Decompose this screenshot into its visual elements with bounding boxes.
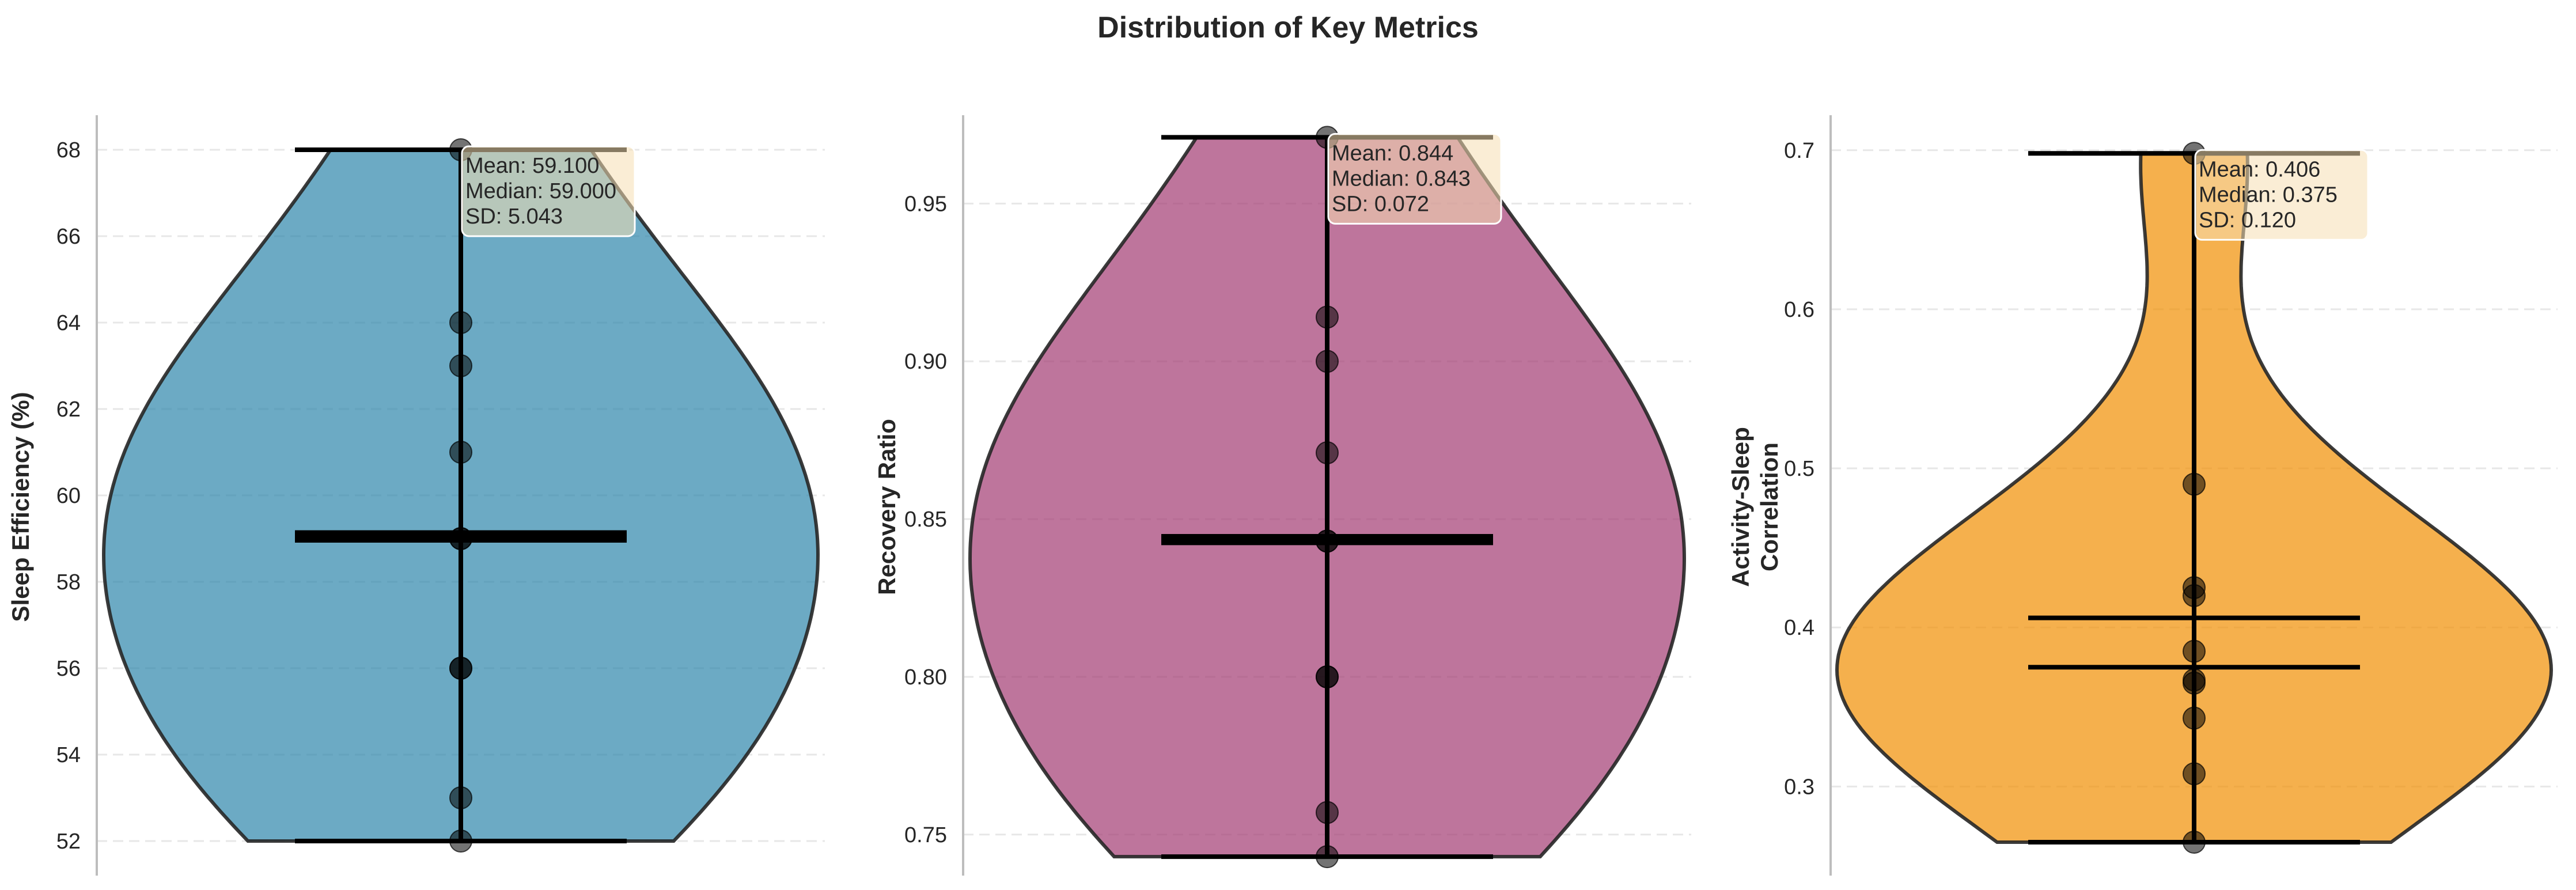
- stats-line: SD: 5.043: [465, 204, 563, 229]
- data-point: [449, 441, 472, 464]
- stats-line: Mean: 0.844: [1332, 141, 1453, 165]
- y-tick-label: 52: [56, 830, 81, 854]
- y-tick-label: 62: [56, 397, 81, 422]
- y-tick-label: 0.5: [1784, 457, 1814, 481]
- data-point: [2183, 472, 2206, 496]
- data-point: [1316, 305, 1339, 329]
- y-tick-label: 0.7: [1784, 139, 1814, 163]
- stats-box: [461, 145, 636, 237]
- y-tick-label: 58: [56, 570, 81, 594]
- y-tick-label: 0.6: [1784, 298, 1814, 322]
- y-tick-label: 64: [56, 311, 81, 335]
- data-point: [2183, 639, 2206, 663]
- panel-2: 0.75 0.80 0.85 0.90 0.95 Recovery Ratio Mean: …: [873, 115, 1691, 876]
- stats-box: [2194, 149, 2369, 241]
- y-axis-label-line: Sleep Efficiency (%): [7, 392, 34, 622]
- y-tick-label: 0.90: [904, 350, 947, 374]
- y-axis-label-line: Recovery Ratio: [873, 419, 900, 595]
- stats-line: Mean: 59.100: [465, 154, 599, 178]
- stats-line: SD: 0.072: [1332, 192, 1429, 216]
- y-tick-label: 0.80: [904, 665, 947, 690]
- y-tick-label: 0.3: [1784, 775, 1814, 799]
- y-tick-label: 60: [56, 484, 81, 508]
- stats-line: SD: 0.120: [2199, 208, 2296, 232]
- data-point: [449, 311, 472, 334]
- data-point: [449, 657, 472, 680]
- stats-line: Median: 59.000: [465, 179, 616, 203]
- data-point: [1316, 845, 1339, 869]
- y-tick-label: 56: [56, 657, 81, 681]
- stats-line: Median: 0.375: [2199, 183, 2338, 207]
- y-tick-label: 0.4: [1784, 616, 1814, 640]
- y-tick-label: 66: [56, 225, 81, 249]
- stats-line: Median: 0.843: [1332, 166, 1471, 191]
- y-axis-label-line: Correlation: [1756, 442, 1783, 571]
- y-axis-label: Sleep Efficiency (%): [7, 392, 34, 622]
- chart-title: Distribution of Key Metrics: [1097, 11, 1479, 44]
- data-point: [449, 830, 472, 853]
- data-point: [1316, 665, 1339, 688]
- y-axis-label: Activity-SleepCorrelation: [1727, 427, 1783, 587]
- y-tick-label: 0.95: [904, 192, 947, 216]
- y-tick-label: 54: [56, 743, 81, 767]
- y-tick-label: 68: [56, 138, 81, 162]
- data-point: [2183, 671, 2206, 695]
- data-point: [2183, 584, 2206, 607]
- y-axis-label-line: Activity-Sleep: [1727, 427, 1754, 587]
- data-point: [2183, 706, 2206, 730]
- y-tick-label: 0.85: [904, 508, 947, 532]
- panel-1: 52 54 56 58 60 62 64 66 68 Sleep Efficiency (%) Me…: [7, 115, 825, 876]
- data-point: [1316, 801, 1339, 824]
- data-point: [2183, 762, 2206, 786]
- panels-group: 52 54 56 58 60 62 64 66 68 Sleep Efficiency (%) Me…: [7, 115, 2558, 876]
- data-point: [1316, 441, 1339, 465]
- panel-3: 0.3 0.4 0.5 0.6 0.7 Activity-SleepCorrelation…: [1727, 115, 2558, 876]
- data-point: [2183, 831, 2206, 854]
- y-tick-label: 0.75: [904, 823, 947, 847]
- data-point: [449, 354, 472, 377]
- data-point: [1316, 350, 1339, 373]
- stats-box: [1327, 132, 1502, 225]
- data-point: [449, 527, 472, 550]
- data-point: [1316, 529, 1339, 553]
- y-axis-label: Recovery Ratio: [873, 419, 900, 595]
- data-point: [449, 786, 472, 809]
- stats-line: Mean: 0.406: [2199, 157, 2320, 181]
